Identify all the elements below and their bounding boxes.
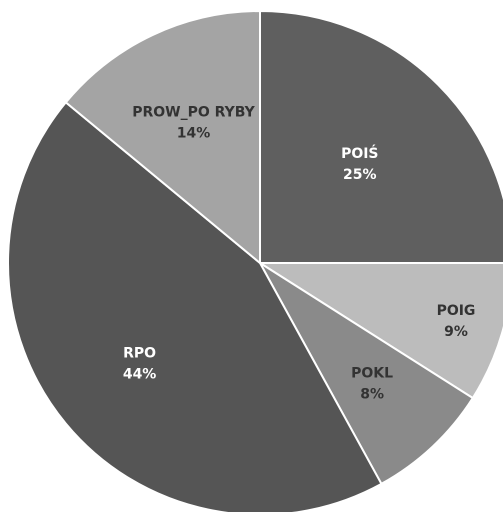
pie-slice-rpo xyxy=(7,100,383,512)
slice-percent-poig: 9% xyxy=(444,324,468,340)
pie-slice-pokl xyxy=(259,262,475,486)
pie-slices xyxy=(7,9,503,512)
slice-label-rpo: RPO xyxy=(123,346,156,362)
pie-slice-poi xyxy=(259,9,503,264)
slice-label-poi: POIŚ xyxy=(341,144,378,162)
slice-percent-poi: 25% xyxy=(343,167,377,183)
pie-labels: POIŚ 25% POIG 9% POKL 8% RPO 44% PROW_PO RYBY 14% xyxy=(123,105,476,403)
slice-label-pokl: POKL xyxy=(351,365,393,381)
slice-percent-pokl: 8% xyxy=(360,386,384,402)
slice-percent-prow-po-ryby: 14% xyxy=(177,126,211,142)
pie-slice-poig xyxy=(256,262,503,400)
pie-slice-prow-po-ryby xyxy=(64,9,261,266)
slice-label-prow-po-ryby: PROW_PO RYBY xyxy=(132,105,255,121)
slice-label-poig: POIG xyxy=(437,303,476,319)
slice-percent-rpo: 44% xyxy=(123,367,157,383)
